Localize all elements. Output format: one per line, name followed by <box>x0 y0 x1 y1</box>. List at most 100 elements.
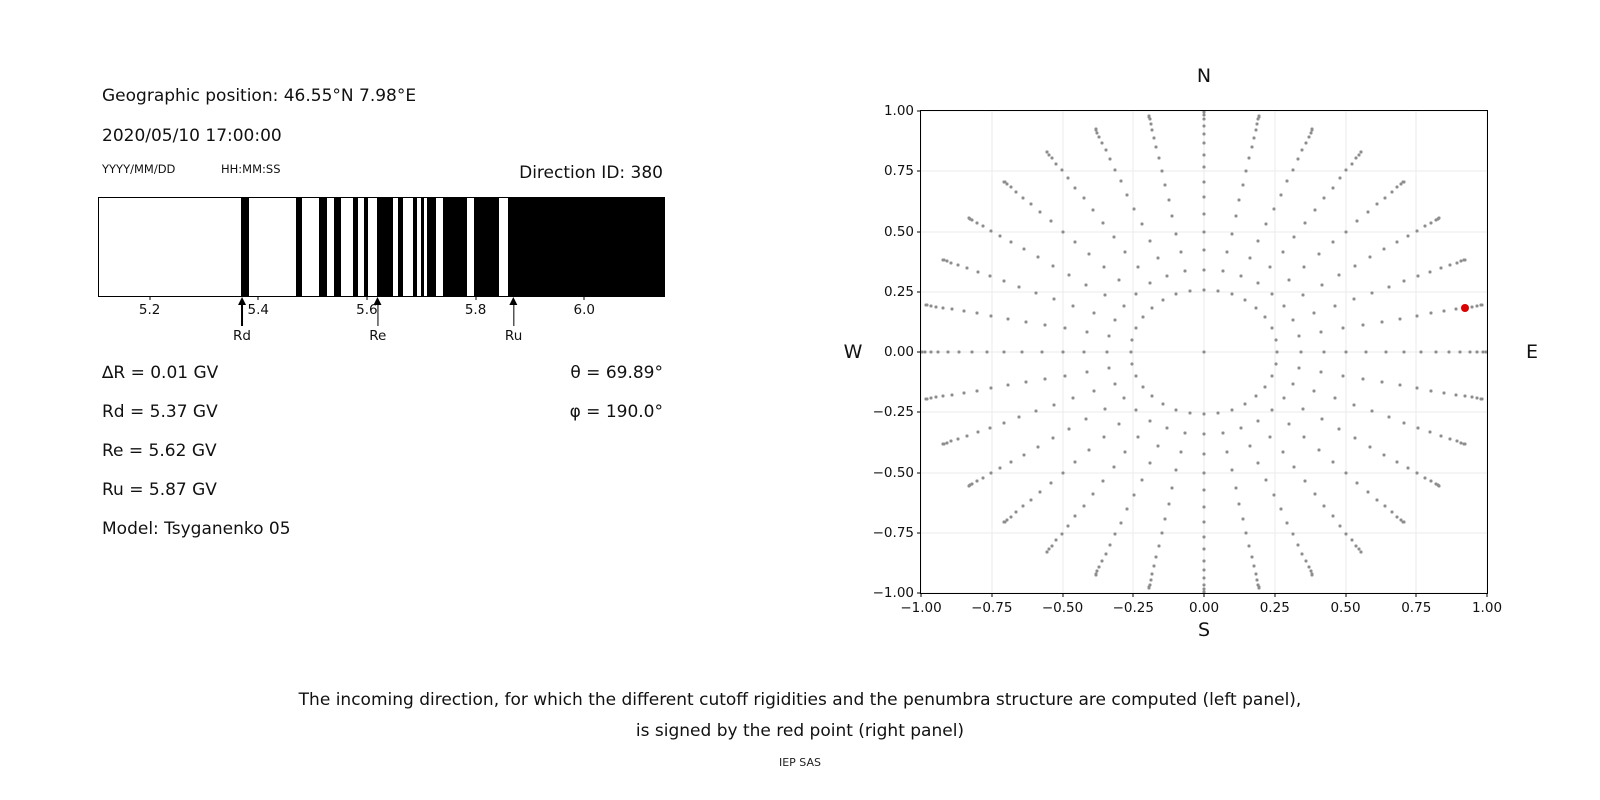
direction-dot <box>1463 442 1467 446</box>
direction-dot <box>1387 285 1391 289</box>
direction-dot <box>1148 583 1152 587</box>
direction-dot <box>1344 532 1348 536</box>
direction-dot <box>1112 465 1116 469</box>
direction-dot <box>1338 524 1342 528</box>
direction-dot <box>1459 441 1463 445</box>
direction-dot <box>1248 444 1252 448</box>
direction-dot <box>1291 318 1295 322</box>
direction-dot <box>1066 524 1070 528</box>
direction-dot <box>1439 266 1443 270</box>
direction-dot <box>1045 550 1049 554</box>
direction-dot <box>1341 374 1345 377</box>
direction-dot <box>1202 583 1206 587</box>
direction-dot <box>1333 304 1337 308</box>
direction-dot <box>1073 240 1077 244</box>
direction-dot <box>1119 179 1123 183</box>
direction-dot <box>1202 568 1206 572</box>
credit-label: IEP SAS <box>778 756 822 769</box>
arrow-up-icon <box>509 297 518 305</box>
direction-dot <box>1355 219 1359 223</box>
direction-dot <box>1416 274 1420 278</box>
direction-dot <box>1384 350 1388 354</box>
direction-dot <box>1054 162 1058 166</box>
direction-dot <box>1022 453 1026 457</box>
direction-dot <box>1317 252 1321 256</box>
direction-dot <box>1047 153 1051 157</box>
direction-dot <box>1354 156 1358 160</box>
direction-dot <box>1319 370 1323 374</box>
direction-dot <box>1247 156 1251 160</box>
direction-dot <box>1297 366 1301 370</box>
direction-dot <box>1134 326 1138 330</box>
direction-dot <box>1357 153 1361 157</box>
direction-dot <box>1149 122 1153 126</box>
cutoff-label: Rd <box>232 328 251 344</box>
direction-dot <box>1097 135 1101 139</box>
direction-dot <box>946 350 949 354</box>
direction-dot <box>1216 289 1220 293</box>
direction-dot <box>1275 350 1279 354</box>
direction-dot <box>1002 421 1006 425</box>
direction-dot <box>1067 427 1071 431</box>
direction-dot <box>1230 232 1234 236</box>
direction-dot <box>1300 148 1304 152</box>
direction-dot <box>1279 193 1283 197</box>
direction-dot <box>1272 207 1276 211</box>
direction-dot <box>1036 445 1040 449</box>
direction-dot <box>1338 176 1342 180</box>
direction-dot <box>936 350 940 354</box>
direction-dot <box>1416 426 1420 430</box>
direction-dot <box>1014 510 1018 514</box>
direction-dot <box>1087 252 1091 256</box>
direction-dot <box>1299 350 1303 354</box>
direction-dot <box>1170 486 1174 490</box>
y-tick-label: −0.25 <box>872 404 914 421</box>
direction-dot <box>1310 127 1314 131</box>
direction-dot <box>1439 434 1443 438</box>
direction-dot <box>1005 182 1009 186</box>
direction-dot <box>1274 338 1278 342</box>
direction-dot <box>1040 350 1044 354</box>
direction-dot <box>1163 183 1167 187</box>
direction-dot <box>1254 128 1258 132</box>
direction-dot <box>1268 265 1272 269</box>
direction-dot <box>1447 350 1451 354</box>
direction-dot <box>1402 350 1406 354</box>
direction-dot <box>1255 122 1259 126</box>
direction-dot <box>1052 403 1056 407</box>
direction-dot <box>1428 430 1432 434</box>
direction-dot <box>1084 283 1088 287</box>
direction-dot <box>1061 230 1064 233</box>
direction-dot <box>975 221 979 225</box>
direction-dot <box>1092 389 1095 393</box>
axis-tick <box>583 296 585 300</box>
direction-dot <box>1157 544 1161 548</box>
caption-line-1: The incoming direction, for which the di… <box>298 690 1302 710</box>
direction-dot <box>1149 578 1153 582</box>
direction-dot <box>965 434 969 438</box>
direction-dot <box>1020 350 1024 354</box>
direction-dot <box>1309 569 1313 573</box>
direction-dot <box>1366 210 1370 214</box>
direction-dot <box>1021 196 1025 200</box>
direction-dot <box>1043 377 1047 381</box>
direction-dot <box>1370 409 1374 413</box>
direction-dot <box>1309 131 1313 135</box>
compass-west-label: W <box>843 341 863 363</box>
direction-dot <box>1136 265 1140 269</box>
direction-dot <box>1353 436 1357 440</box>
direction-dot <box>1167 502 1170 506</box>
direction-dot <box>1282 396 1286 400</box>
x-tick-label: 0.50 <box>1330 600 1361 616</box>
direction-dot <box>989 471 993 475</box>
direction-dot <box>1319 330 1323 334</box>
direction-dot <box>1312 389 1316 393</box>
direction-dot <box>1202 591 1206 593</box>
direction-dot <box>1122 304 1126 308</box>
y-axis-tick <box>917 291 921 293</box>
y-axis-tick <box>917 231 921 232</box>
direction-dot <box>1163 517 1167 521</box>
direction-dot <box>1152 564 1156 568</box>
direction-dot <box>1202 547 1206 551</box>
direction-dot <box>1268 435 1272 439</box>
